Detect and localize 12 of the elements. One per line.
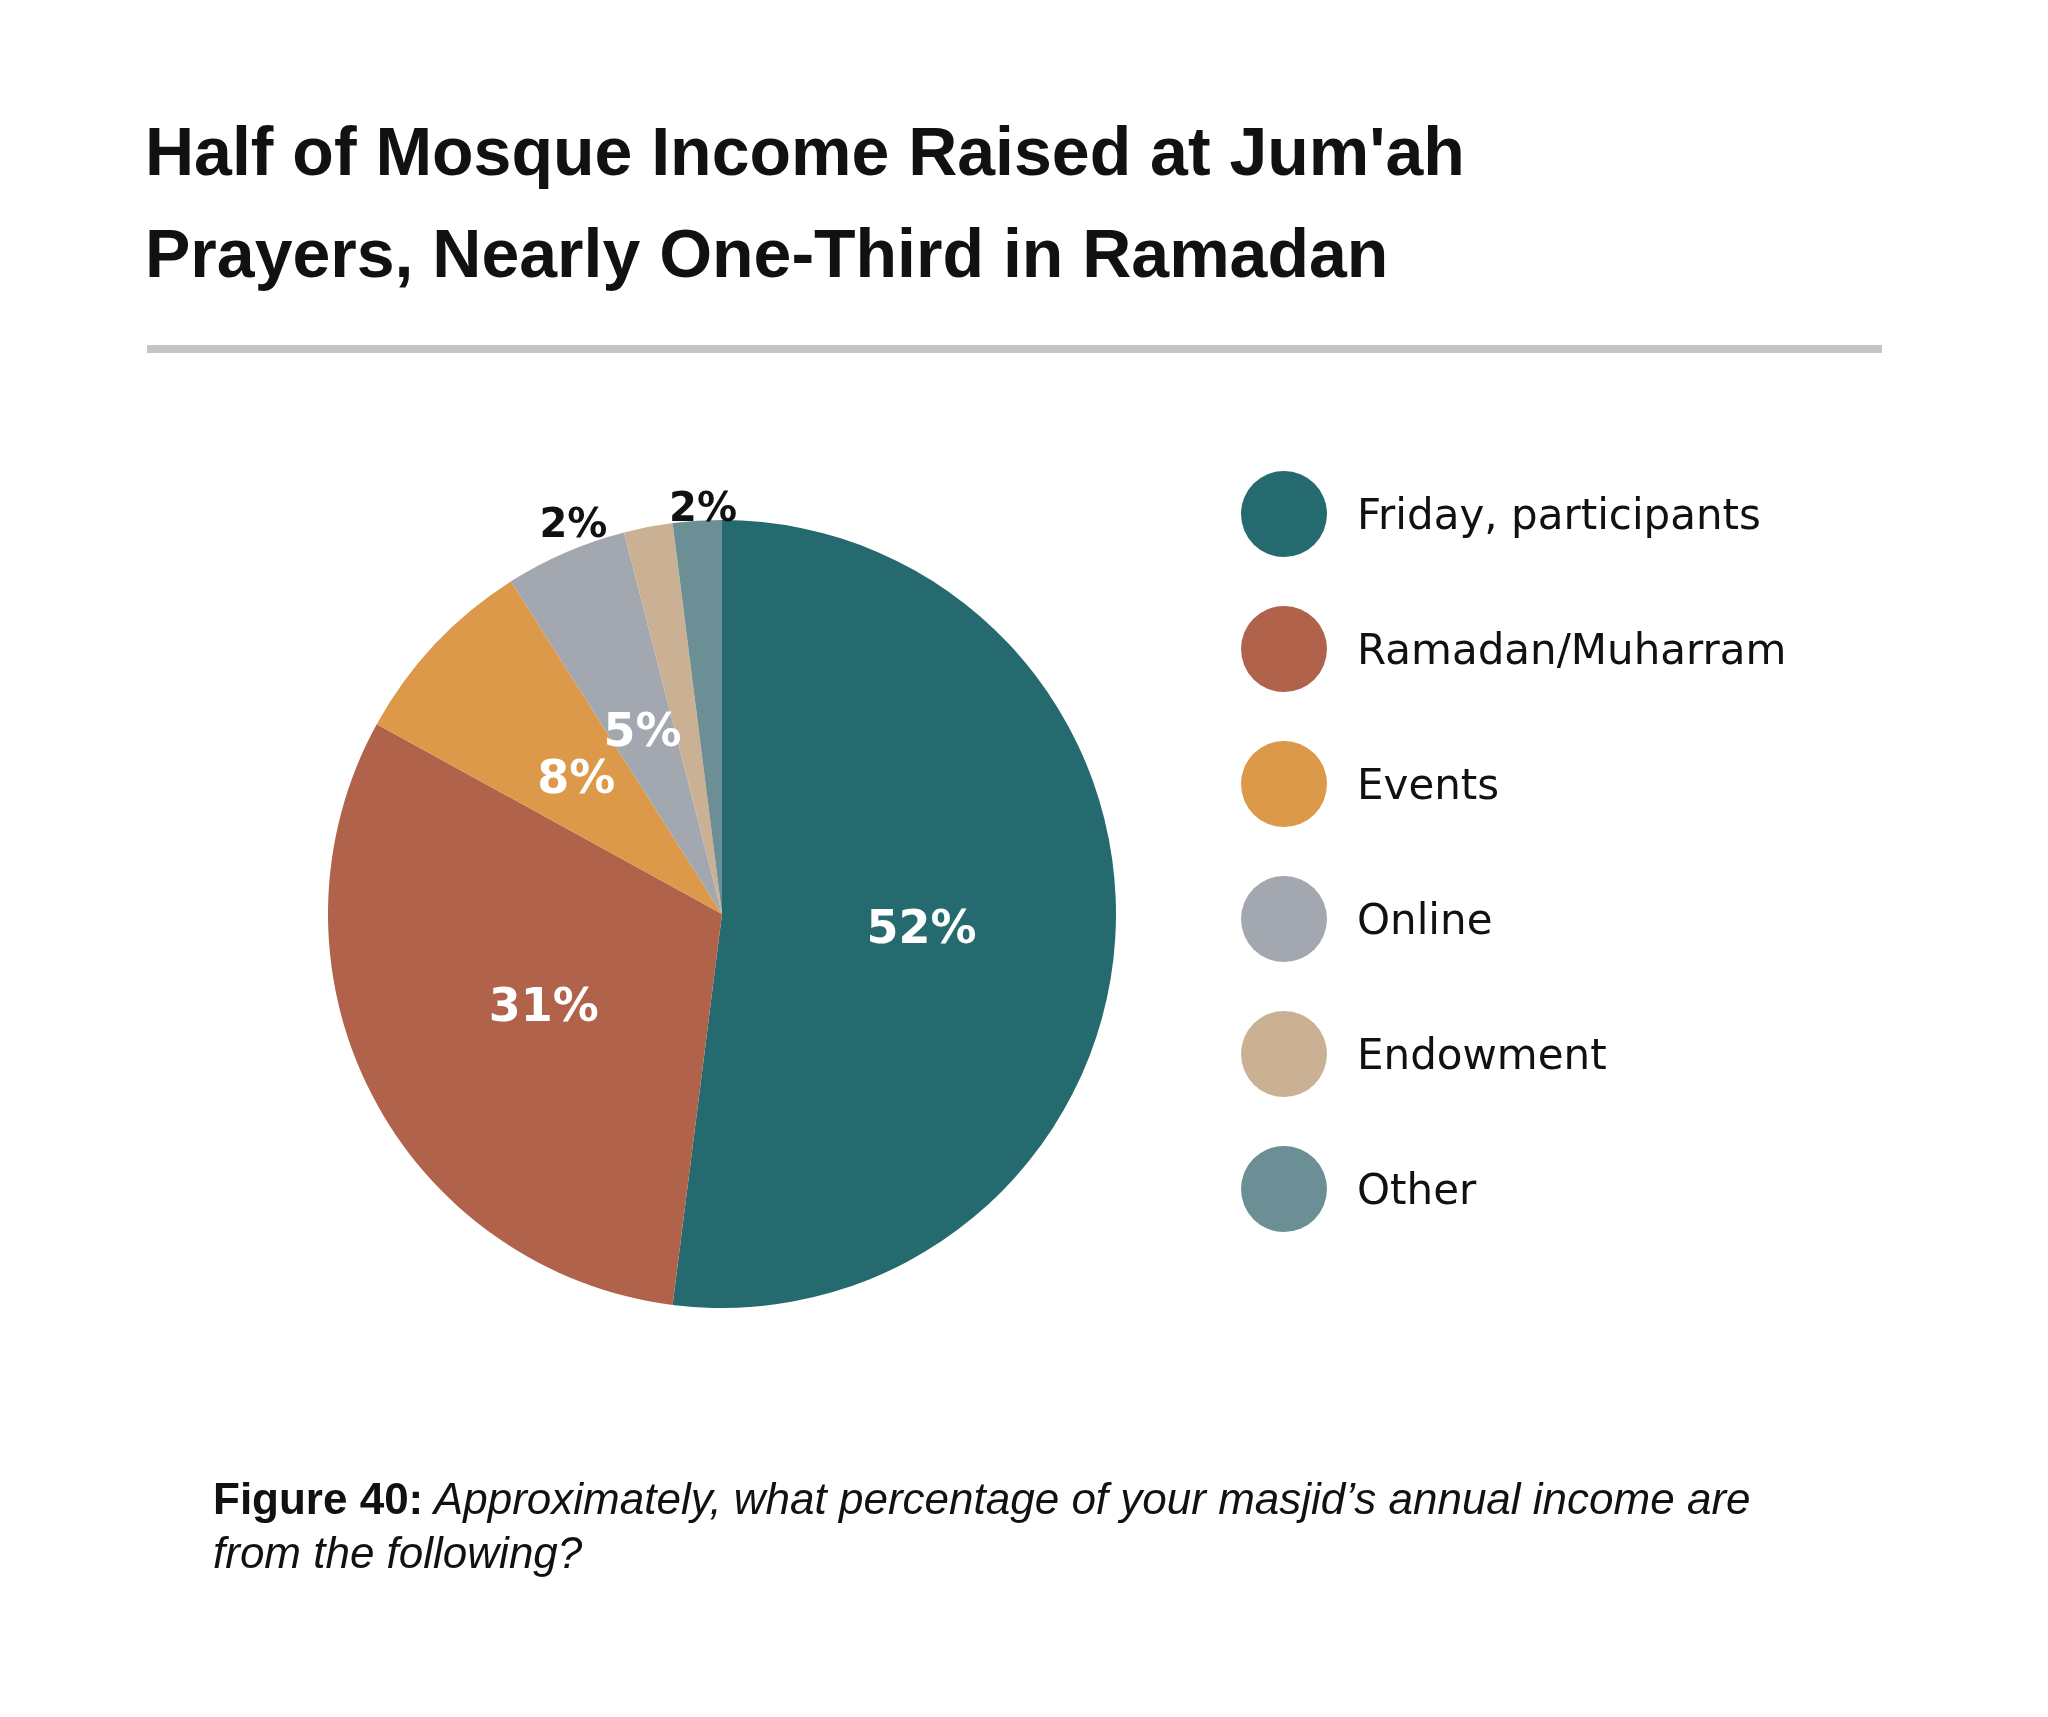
chart-title: Half of Mosque Income Raised at Jum'ah Prayers, Nearly One-Third in Ramadan (145, 113, 1465, 291)
legend-label: Endowment (1357, 1029, 1607, 1079)
data-label: 2% (539, 500, 608, 547)
data-label: 31% (488, 977, 599, 1032)
legend-label: Ramadan/Muharram (1357, 624, 1787, 674)
legend-label: Friday, participants (1357, 489, 1761, 539)
legend-label: Events (1357, 759, 1500, 809)
legend-label: Online (1357, 894, 1493, 944)
caption: Figure 40: Approximately, what percentage of your masjid’s annual income are from the following? (213, 1474, 1751, 1577)
data-label: 52% (866, 899, 977, 954)
legend-label: Other (1357, 1164, 1477, 1214)
data-label: 2% (669, 483, 738, 530)
